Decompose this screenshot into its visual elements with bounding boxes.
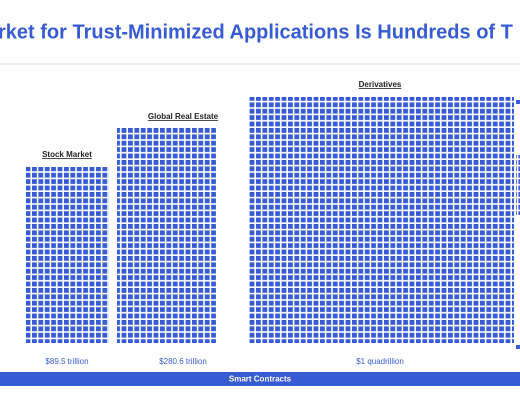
partial-block [516,155,520,215]
partial-block [516,345,520,349]
block-value: $89.5 trillion [45,357,88,366]
block-label: Derivatives [359,80,402,89]
slide-title: rket for Trust-Minimized Applications Is… [0,21,513,43]
partial-block [516,100,520,104]
square-grid [249,97,514,343]
square-grid [26,167,109,343]
block-label: Global Real Estate [148,112,219,121]
block-value: $280.6 trillion [159,357,207,366]
square-grid [117,128,216,343]
footer-bar [0,372,520,386]
block-label: Stock Market [42,150,92,159]
footer-label: Smart Contracts [229,375,292,384]
block-value: $1 quadrillion [356,357,404,366]
